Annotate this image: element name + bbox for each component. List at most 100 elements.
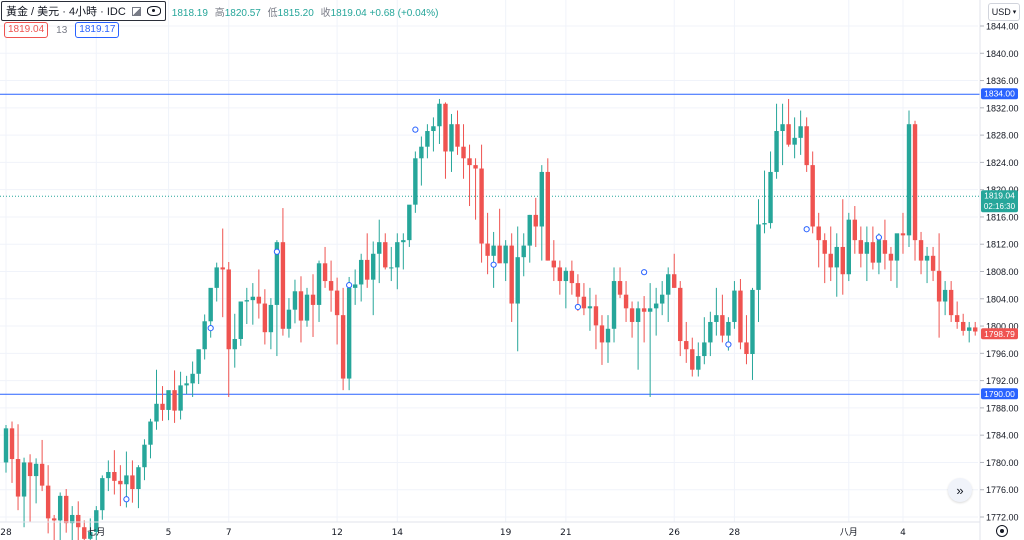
candle (491, 231, 496, 288)
candle-body (310, 294, 316, 305)
candle-body (533, 214, 538, 227)
candle-body (960, 321, 966, 331)
candle (617, 267, 623, 299)
candle-body (708, 321, 713, 343)
event-marker-icon[interactable] (273, 248, 280, 255)
candle (340, 287, 346, 391)
candle-body (485, 243, 490, 256)
candle (298, 276, 304, 343)
candle-body (882, 240, 888, 254)
eye-icon[interactable] (146, 6, 161, 16)
candle-body (912, 124, 918, 241)
candle-body (70, 514, 75, 524)
candle-body (653, 303, 659, 309)
candle-body (190, 373, 195, 384)
candle-body (617, 281, 623, 295)
candle (45, 465, 51, 534)
candle (768, 151, 773, 229)
event-marker-icon[interactable] (490, 261, 497, 268)
candle-body (15, 459, 21, 497)
candle (973, 321, 978, 336)
event-marker-icon[interactable] (725, 341, 732, 348)
candle-body (100, 478, 105, 511)
event-marker-icon[interactable] (803, 226, 810, 233)
candle (106, 460, 111, 492)
candle (310, 274, 316, 337)
candle-body (304, 294, 310, 321)
candle (738, 279, 743, 350)
candle (666, 267, 671, 322)
symbol-title[interactable]: 黃金 / 美元 · 4小時 · IDC (1, 1, 166, 21)
candle (756, 199, 761, 322)
hline-price-badge-bg (981, 388, 1018, 400)
x-tick-label: 19 (500, 528, 512, 538)
candle (467, 144, 472, 207)
candle-body (629, 308, 635, 322)
candle-body (238, 301, 243, 340)
event-marker-icon[interactable] (875, 234, 883, 241)
candle (64, 489, 69, 533)
candle-body (810, 165, 815, 227)
candle (563, 267, 569, 309)
event-markers[interactable] (123, 126, 883, 503)
candle (497, 208, 502, 264)
y-tick-label: 1772.00 (986, 513, 1019, 523)
candle (15, 424, 21, 511)
candle (268, 298, 274, 350)
event-marker-icon[interactable] (123, 496, 130, 503)
candle-body (142, 444, 147, 468)
candle (828, 226, 833, 282)
candle (130, 460, 135, 503)
candle-body (389, 267, 394, 269)
x-tick-label: 八月 (840, 527, 858, 538)
hline-price-badge-label: 1790.00 (984, 389, 1015, 399)
candle-body (298, 291, 304, 321)
low-value: 1815.20 (277, 7, 314, 19)
candle (702, 317, 707, 365)
candle (419, 136, 424, 186)
event-marker-icon[interactable] (346, 282, 353, 289)
bid-price[interactable]: 1819.04 (4, 22, 49, 38)
candle (816, 212, 821, 268)
candle-body (768, 171, 773, 224)
y-tick-label: 1804.00 (986, 294, 1019, 304)
high-value: 1820.57 (224, 7, 261, 19)
candle-body (918, 240, 924, 261)
candle (714, 287, 719, 336)
candle-body (948, 289, 954, 316)
candle-body (840, 246, 845, 275)
candle-body (762, 223, 767, 225)
candle (232, 313, 237, 368)
candle (750, 287, 755, 380)
currency-selector[interactable]: USD ▾ (988, 3, 1020, 21)
candle-body (437, 103, 442, 127)
candle (696, 342, 701, 377)
candle-body (214, 267, 219, 288)
candle (912, 120, 918, 261)
candle (852, 206, 858, 254)
event-marker-icon[interactable] (412, 126, 419, 133)
candle-body (57, 495, 63, 521)
event-marker-icon[interactable] (574, 303, 582, 311)
event-marker-icon[interactable] (207, 325, 214, 332)
candle (461, 124, 466, 179)
candle (846, 212, 851, 282)
candle (840, 199, 845, 295)
candle-body (539, 171, 544, 227)
candle (858, 226, 864, 268)
gear-icon[interactable] (996, 525, 1008, 537)
candle-body (515, 257, 520, 304)
horizontal-lines[interactable] (0, 93, 980, 395)
candle (545, 158, 550, 261)
scroll-to-realtime-button[interactable]: » (948, 478, 972, 502)
candle-body (280, 242, 286, 329)
candle (39, 439, 45, 492)
candle (822, 233, 827, 284)
x-tick-label: 14 (392, 528, 404, 538)
candle-body (346, 287, 352, 379)
event-marker-icon[interactable] (641, 269, 648, 276)
ask-price[interactable]: 1819.17 (75, 22, 120, 38)
candle (509, 233, 514, 322)
